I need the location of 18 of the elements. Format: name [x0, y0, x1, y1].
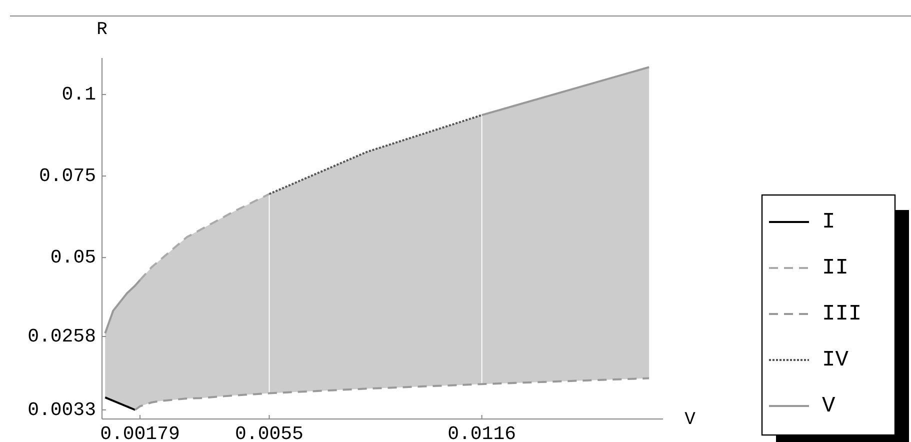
- x-axis-title: V: [684, 410, 696, 430]
- y-tick-label: 0.0258: [28, 325, 96, 348]
- x-tick-label: 0.0055: [235, 423, 304, 442]
- line-series: [138, 192, 270, 282]
- legend-label: III: [822, 302, 862, 326]
- legend-label: II: [822, 256, 848, 280]
- legend-label: IV: [822, 348, 850, 372]
- line-series: [134, 377, 650, 411]
- legend-label: I: [822, 210, 836, 234]
- x-tick-label: 0.00179: [100, 423, 180, 442]
- legend-label: V: [822, 394, 836, 418]
- y-tick-label: 0.05: [50, 246, 96, 269]
- y-axis-title: R: [96, 20, 108, 40]
- y-tick-label: 0.1: [62, 84, 96, 106]
- y-tick-label: 0.0033: [28, 398, 96, 421]
- x-tick-label: 0.0116: [448, 423, 516, 442]
- line-series: [104, 279, 141, 334]
- y-tick-label: 0.075: [38, 165, 96, 188]
